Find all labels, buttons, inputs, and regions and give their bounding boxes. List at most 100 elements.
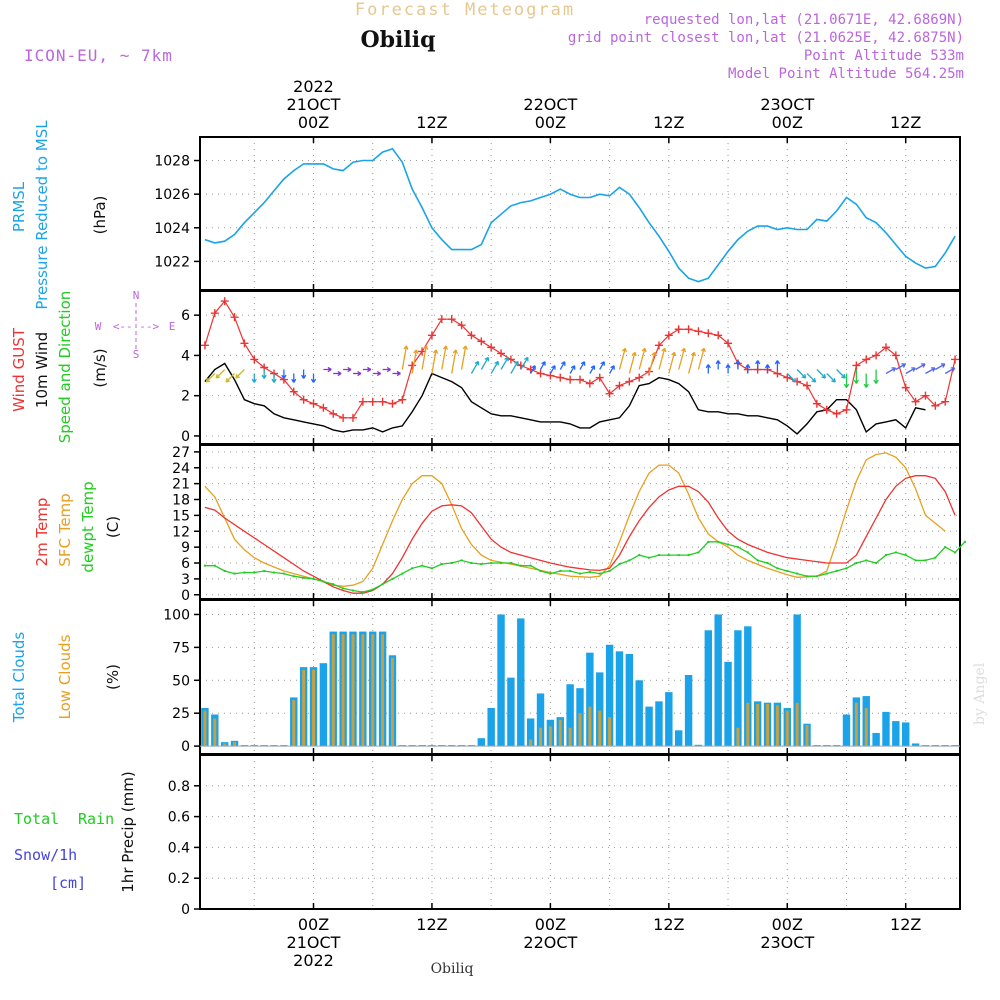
total-cloud-bar bbox=[487, 707, 495, 747]
gust-marker bbox=[773, 369, 782, 378]
wind-arrow bbox=[934, 363, 946, 371]
gust-marker bbox=[901, 383, 910, 392]
dewpt-marker bbox=[667, 554, 670, 557]
ytick-label: 0 bbox=[181, 739, 190, 755]
wind-arrow bbox=[431, 349, 439, 374]
wind-arrow bbox=[764, 364, 771, 374]
total-rain-rain-label: Rain bbox=[78, 810, 114, 828]
pressure-msl-label: Pressure Reduced to MSL bbox=[33, 120, 51, 310]
total-cloud-bar bbox=[605, 644, 614, 747]
gust-marker bbox=[654, 341, 663, 350]
dewpt-marker bbox=[756, 559, 759, 562]
wind-arrow bbox=[559, 361, 566, 370]
time-label-bottom: 12Z bbox=[653, 915, 684, 934]
panel-frame bbox=[199, 136, 961, 291]
dewpt-marker bbox=[608, 569, 611, 572]
ytick-label: 0.8 bbox=[168, 779, 190, 795]
gust-marker bbox=[951, 355, 960, 364]
gust-marker bbox=[852, 361, 861, 370]
wind-arrow bbox=[421, 345, 429, 370]
time-label-bottom: 2022 bbox=[293, 951, 334, 970]
gust-marker bbox=[309, 399, 318, 408]
time-label-top: 12Z bbox=[890, 113, 921, 132]
gust-marker bbox=[921, 391, 930, 400]
wind-arrow bbox=[353, 370, 362, 377]
ytick-label: 0.4 bbox=[168, 840, 190, 856]
compass-e: E bbox=[169, 320, 176, 333]
total-cloud-bar bbox=[911, 743, 920, 747]
location-title: Obiliq bbox=[360, 27, 435, 53]
ytick-label: 2 bbox=[181, 389, 190, 405]
gust-marker bbox=[724, 339, 733, 348]
wind-arrow bbox=[944, 367, 956, 375]
wind-arrow bbox=[725, 364, 731, 374]
wind-arrow bbox=[530, 365, 536, 374]
low-cloud-bar bbox=[854, 702, 858, 747]
dewpt-marker bbox=[203, 564, 206, 567]
total-cloud-bar bbox=[536, 693, 545, 747]
dewpt-marker bbox=[223, 569, 226, 572]
total-cloud-bar bbox=[526, 718, 535, 747]
dewpt-marker bbox=[411, 567, 414, 570]
low-cloud-bar bbox=[213, 718, 217, 747]
ytick-label: 3 bbox=[181, 572, 190, 588]
wind-arrow bbox=[863, 373, 869, 388]
low-cloud-bar bbox=[351, 634, 355, 747]
gust-marker bbox=[378, 397, 387, 406]
gust-marker bbox=[230, 313, 239, 322]
wind-arrow bbox=[323, 366, 332, 373]
dewpt-marker bbox=[638, 554, 641, 557]
ytick-label: 100 bbox=[163, 607, 190, 623]
temp-2m-line bbox=[204, 475, 956, 594]
compass-rose: N W <-- --> E S bbox=[95, 289, 176, 361]
gust-marker bbox=[339, 413, 348, 422]
total-cloud-bar bbox=[902, 722, 910, 747]
wind-arrow bbox=[745, 364, 751, 374]
sfc-temp-line bbox=[204, 452, 946, 587]
dewpt-marker bbox=[500, 562, 503, 565]
gust-marker bbox=[615, 381, 624, 390]
dewpt-marker bbox=[786, 569, 789, 572]
gust-marker bbox=[881, 343, 890, 352]
gust-marker bbox=[812, 399, 821, 408]
panel-frame bbox=[199, 290, 961, 445]
gust-marker bbox=[556, 373, 565, 382]
dewpt-marker bbox=[450, 562, 453, 565]
gust-marker bbox=[566, 375, 575, 384]
gust-marker bbox=[427, 331, 436, 340]
wind-arrow bbox=[843, 373, 850, 388]
dewpt-marker bbox=[539, 569, 542, 572]
wind-arrow bbox=[301, 369, 307, 379]
ytick-label: 1026 bbox=[154, 187, 190, 203]
ytick-label: 50 bbox=[172, 673, 190, 689]
gust-marker bbox=[299, 395, 308, 404]
dewpt-marker bbox=[421, 564, 424, 567]
gust-marker bbox=[862, 355, 871, 364]
dewpt-marker bbox=[263, 569, 266, 572]
low-cloud-bar bbox=[341, 634, 345, 747]
wind-arrow bbox=[500, 356, 509, 370]
gust-marker bbox=[684, 325, 693, 334]
temp-2m-label: 2m Temp bbox=[33, 498, 51, 567]
total-cloud-bar bbox=[645, 706, 653, 747]
gust-marker bbox=[210, 309, 219, 318]
total-cloud-bar bbox=[517, 618, 525, 747]
wind-arrow bbox=[697, 347, 706, 370]
time-label-top: 00Z bbox=[535, 113, 566, 132]
gust-marker bbox=[487, 343, 496, 352]
wind-arrow bbox=[668, 351, 677, 374]
dewpt-marker bbox=[707, 540, 710, 543]
low-cloud-bar bbox=[756, 703, 760, 747]
wind-arrow bbox=[806, 373, 817, 383]
dewpt-marker bbox=[361, 591, 364, 594]
total-cloud-bar bbox=[793, 614, 801, 747]
low-cloud-bar bbox=[361, 634, 365, 747]
time-label-top: 12Z bbox=[416, 113, 447, 132]
wind-arrow bbox=[281, 369, 287, 379]
gust-marker bbox=[477, 337, 486, 346]
gust-marker bbox=[220, 297, 229, 306]
wind-arrow bbox=[372, 370, 382, 377]
time-label-top: 22OCT bbox=[523, 95, 577, 114]
time-label-top: 12Z bbox=[653, 113, 684, 132]
